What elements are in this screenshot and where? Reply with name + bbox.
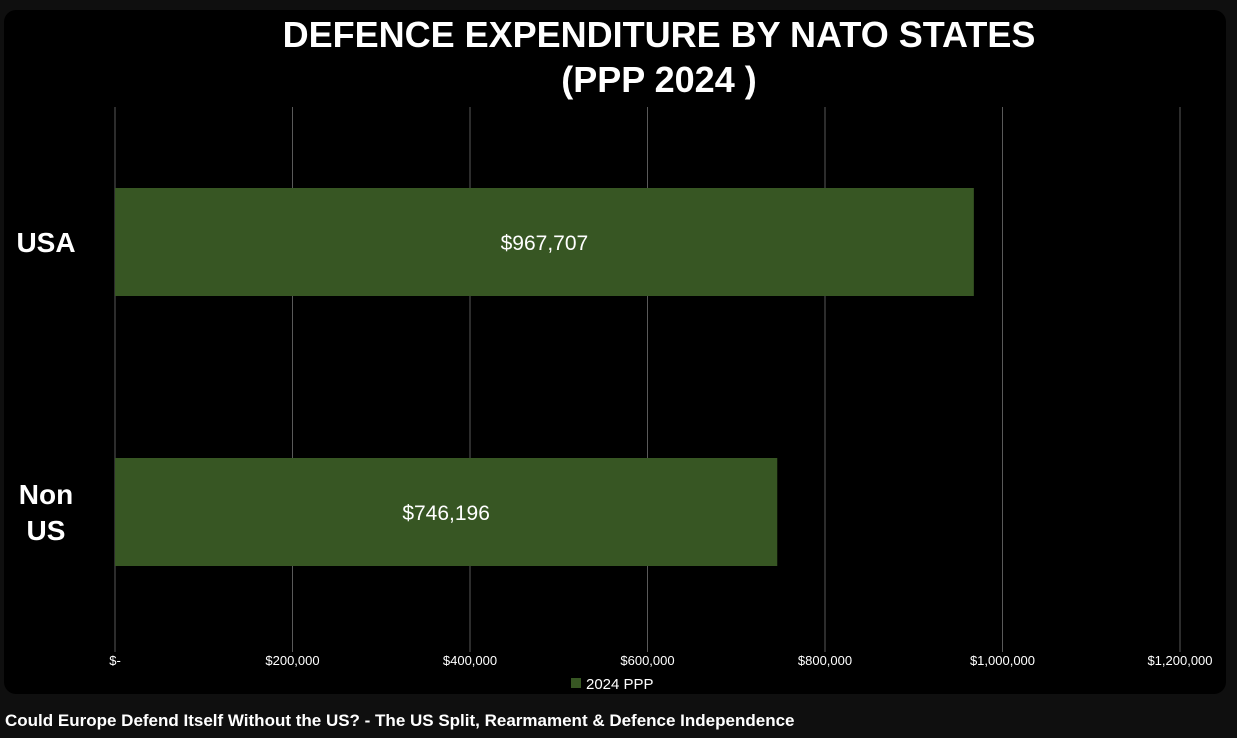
x-tick-label: $1,200,000: [1147, 653, 1212, 668]
category-label: USA: [16, 227, 75, 258]
x-tick-label: $-: [109, 653, 121, 668]
chart-title: DEFENCE EXPENDITURE BY NATO STATES: [283, 14, 1036, 55]
video-player[interactable]: $- $200,000 $400,000 $600,000 $800,000 $1,000…: [4, 10, 1226, 694]
x-tick-label: $600,000: [620, 653, 674, 668]
bar-chart: $- $200,000 $400,000 $600,000 $800,000 $1,000…: [16, 14, 1212, 693]
bar-data-label: $746,196: [402, 502, 490, 525]
x-tick-label: $800,000: [798, 653, 852, 668]
bar: [115, 188, 974, 296]
legend-swatch: [571, 678, 581, 688]
x-tick-label: $400,000: [443, 653, 497, 668]
legend-label: 2024 PPP: [586, 676, 654, 693]
bar-data-label: $967,707: [501, 232, 589, 255]
legend: 2024 PPP: [571, 676, 654, 693]
category-label: Non US: [19, 479, 73, 546]
x-tick-label: $1,000,000: [970, 653, 1035, 668]
video-title[interactable]: Could Europe Defend Itself Without the U…: [5, 711, 795, 730]
bar: [115, 458, 778, 566]
chart-subtitle: (PPP 2024 ): [561, 59, 756, 100]
x-tick-label: $200,000: [265, 653, 319, 668]
